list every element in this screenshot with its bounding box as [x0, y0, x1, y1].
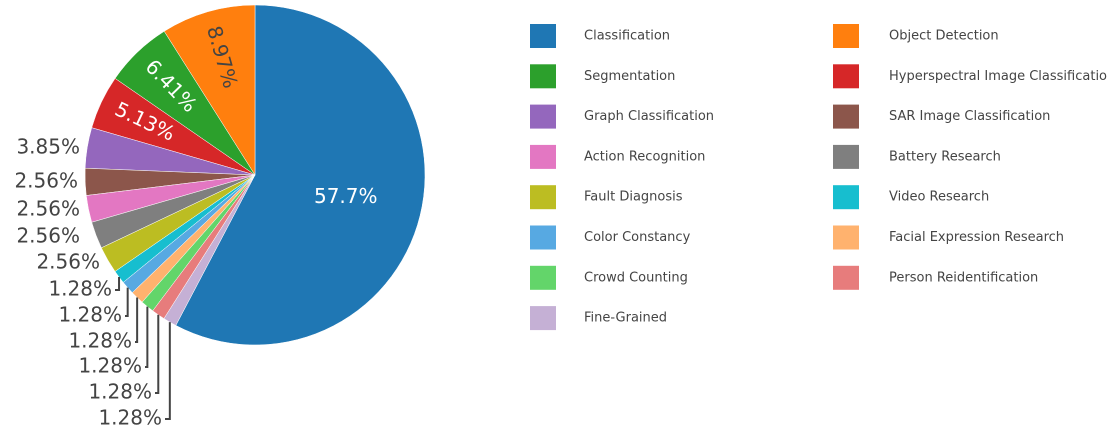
legend-label: Crowd Counting: [584, 270, 688, 285]
legend-swatch: [530, 225, 556, 250]
legend-label: Graph Classification: [584, 109, 714, 124]
legend-swatch: [833, 185, 859, 210]
legend-swatch: [833, 144, 859, 169]
legend-label: Video Research: [889, 190, 989, 205]
legend-label: Facial Expression Research: [889, 230, 1064, 245]
legend-label: Battery Research: [889, 149, 1001, 164]
slice-label: 2.56%: [16, 224, 80, 248]
slice-label: 1.28%: [48, 277, 112, 301]
leader-line: [155, 314, 160, 394]
legend-swatch: [833, 265, 859, 290]
leader-line: [115, 277, 121, 291]
legend-label: Action Recognition: [584, 149, 705, 164]
pie-slice: [175, 4, 426, 346]
legend-label: Hyperspectral Image Classification: [889, 69, 1107, 84]
slice-label: 2.56%: [36, 250, 100, 274]
legend-label: SAR Image Classification: [889, 109, 1050, 124]
legend-swatch: [833, 104, 859, 129]
legend-swatch: [530, 185, 556, 210]
leader-line: [125, 287, 129, 317]
slice-label: 2.56%: [16, 197, 80, 221]
leader-line: [145, 306, 149, 368]
leader-line: [165, 322, 171, 420]
legend-label: Color Constancy: [584, 230, 691, 245]
legend-label: Person Reidentification: [889, 270, 1038, 285]
legend-swatch: [530, 24, 556, 48]
legend-swatch: [530, 306, 556, 331]
slice-label: 1.28%: [58, 303, 122, 327]
legend-swatch: [833, 64, 859, 89]
slice-label: 1.28%: [78, 354, 142, 378]
legend-swatch: [530, 104, 556, 129]
pie-slice: [163, 4, 256, 176]
slice-label: 3.85%: [16, 135, 80, 159]
legend-label: Classification: [584, 29, 670, 44]
slice-label: 1.28%: [88, 380, 152, 404]
slice-label: 2.56%: [14, 169, 78, 193]
legend-swatch: [530, 144, 556, 169]
slice-label: 57.7%: [314, 184, 378, 208]
legend-label: Fine-Grained: [584, 311, 667, 326]
legend-swatch: [833, 24, 859, 48]
leader-line: [135, 297, 139, 343]
legend-swatch: [833, 225, 859, 250]
legend-swatch: [530, 265, 556, 290]
legend-swatch: [530, 64, 556, 89]
legend-label: Object Detection: [889, 29, 999, 44]
slice-label: 1.28%: [98, 406, 162, 430]
legend-label: Fault Diagnosis: [584, 190, 683, 205]
slice-label: 1.28%: [68, 329, 132, 353]
legend-label: Segmentation: [584, 69, 675, 84]
